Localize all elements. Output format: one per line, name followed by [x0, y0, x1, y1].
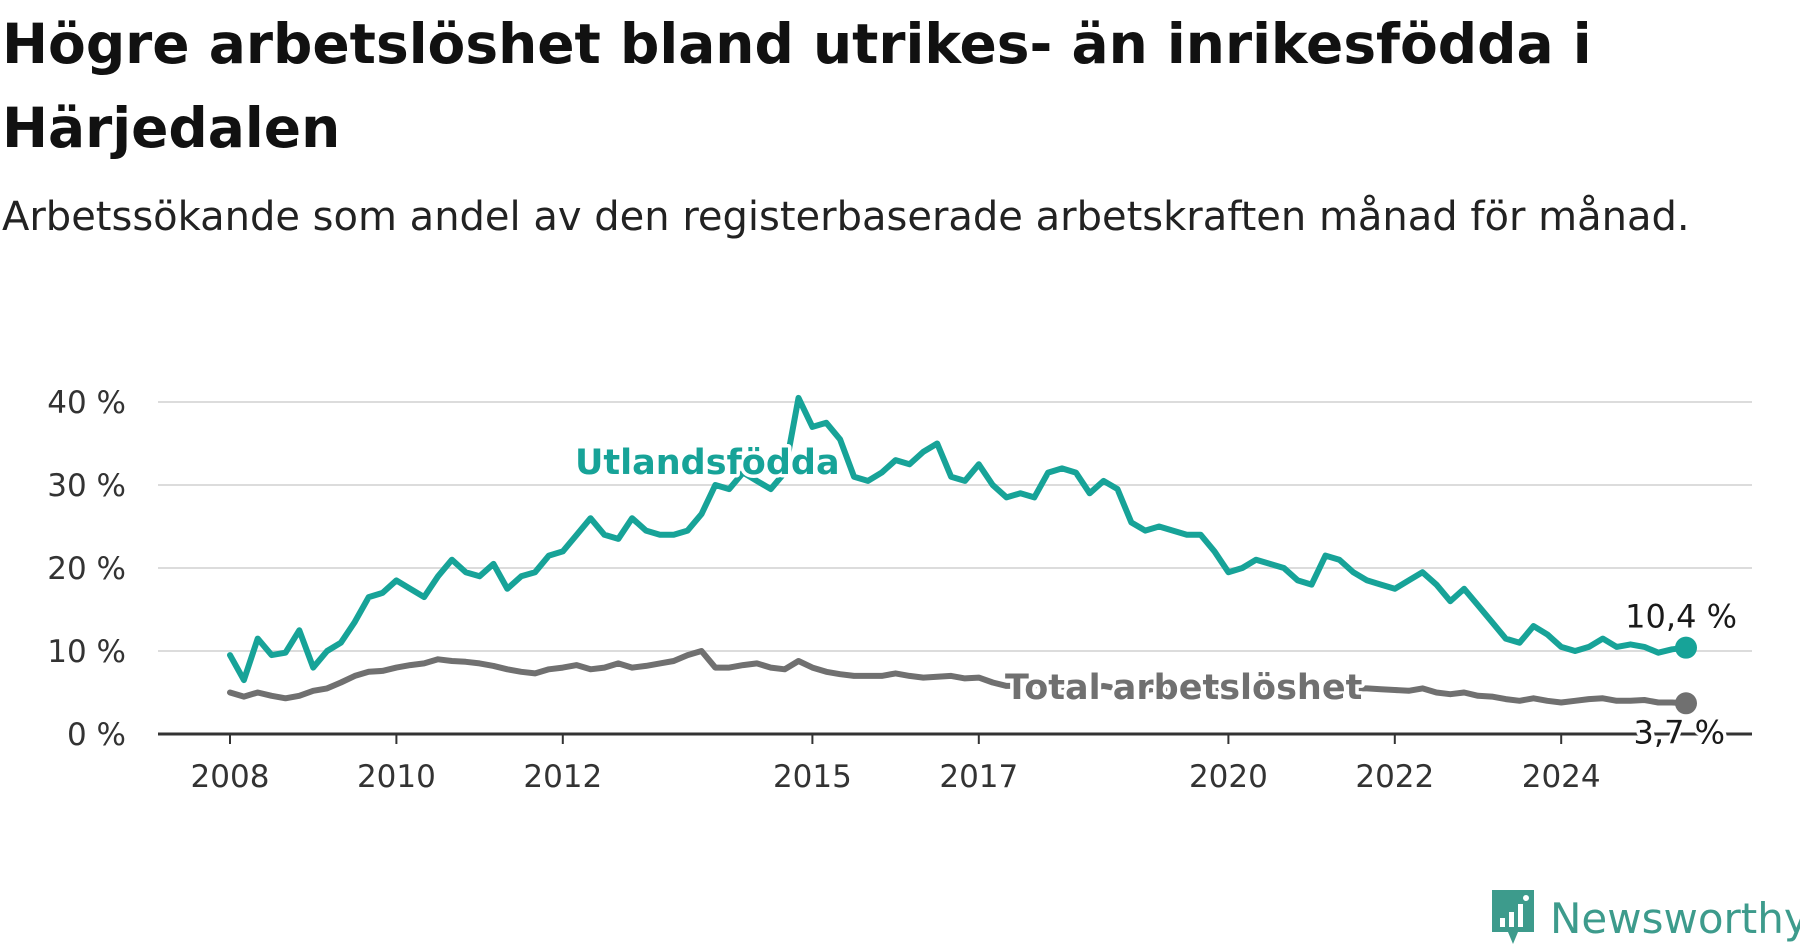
x-axis-ticks: 2008 2010 2012 2015 2017 2020 2022 2024	[191, 734, 1601, 795]
brand-name: Newsworthy	[1550, 893, 1800, 943]
y-tick-label: 30 %	[47, 468, 126, 504]
series-labels: Utlandsfödda Total arbetslöshet 10,4 % 3,7 …	[572, 440, 1741, 755]
series-label-utlandsfodda: Utlandsfödda	[575, 443, 840, 483]
series-line	[227, 648, 1689, 707]
x-tick-label: 2015	[773, 759, 852, 795]
newsworthy-logo: Newsworthy	[1488, 888, 1800, 948]
x-tick-label: 2010	[357, 759, 436, 795]
y-tick-label: 20 %	[47, 551, 126, 587]
end-value-label: 3,7 %	[1634, 713, 1725, 751]
series-label-total: Total arbetslöshet	[1005, 668, 1362, 708]
gridlines	[158, 401, 1752, 652]
y-tick-label: 40 %	[47, 385, 126, 421]
chart-subtitle: Arbetssökande som andel av den registerb…	[2, 194, 1690, 240]
end-value-label: 10,4 %	[1625, 598, 1737, 636]
end-point-marker	[1675, 636, 1697, 659]
series-lines	[227, 394, 1697, 715]
x-tick-label: 2017	[939, 759, 1018, 795]
x-tick-label: 2012	[523, 759, 602, 795]
x-tick-label: 2024	[1522, 759, 1601, 795]
y-axis-ticks: 0 % 10 % 20 % 30 % 40 %	[47, 385, 126, 753]
x-tick-label: 2020	[1189, 759, 1268, 795]
series-line	[227, 394, 1689, 684]
bar-chart-icon	[1492, 890, 1534, 944]
line-chart: 0 % 10 % 20 % 30 % 40 % 2008 2010 2012 2015 2017…	[47, 385, 1752, 795]
y-tick-label: 0 %	[67, 717, 126, 753]
x-tick-label: 2008	[191, 759, 270, 795]
chart-title: Högre arbetslöshet bland utrikes- än inr…	[2, 12, 1592, 160]
x-tick-label: 2022	[1355, 759, 1434, 795]
y-tick-label: 10 %	[47, 634, 126, 670]
end-point-marker	[1675, 692, 1697, 715]
